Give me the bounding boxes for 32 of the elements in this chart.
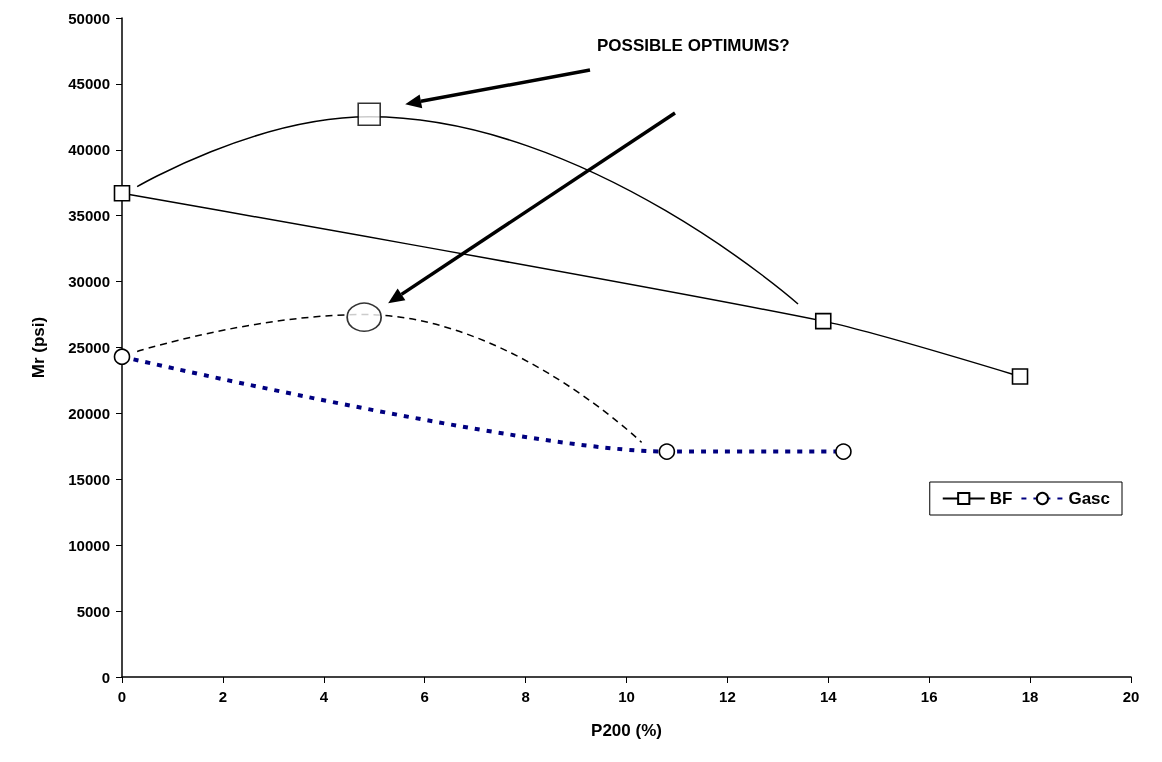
annotation: POSSIBLE OPTIMUMS? bbox=[597, 36, 790, 55]
y-axis-title: Mr (psi) bbox=[29, 316, 48, 379]
x-tick-label: 16 bbox=[920, 688, 938, 705]
legend-label: BF bbox=[989, 489, 1013, 508]
x-tick-label: 8 bbox=[521, 688, 530, 705]
point bbox=[113, 184, 131, 202]
x-tick-label: 6 bbox=[420, 688, 429, 705]
point bbox=[814, 312, 832, 330]
y-tick-label: 20000 bbox=[68, 404, 110, 422]
y-tick-label: 45000 bbox=[68, 75, 110, 93]
x-tick-label: 4 bbox=[319, 688, 329, 705]
y-tick-label: 10000 bbox=[68, 536, 110, 554]
point bbox=[1011, 368, 1029, 385]
x-tick-label: 10 bbox=[618, 688, 635, 705]
y-tick-label: 30000 bbox=[68, 273, 110, 291]
x-tick-label: 20 bbox=[1122, 688, 1140, 705]
x-axis-title: P200 (%) bbox=[591, 721, 662, 740]
y-tick-label: 40000 bbox=[68, 141, 110, 159]
y-tick-label: 50000 bbox=[68, 9, 110, 27]
legend-label: Gasc bbox=[1068, 489, 1111, 508]
point bbox=[346, 302, 382, 332]
x-tick-label: 0 bbox=[117, 688, 127, 705]
y-tick-label: 0 bbox=[101, 668, 110, 686]
y-tick-label: 5000 bbox=[76, 602, 110, 620]
x-tick-label: 18 bbox=[1021, 688, 1039, 705]
x-tick-label: 2 bbox=[218, 688, 228, 705]
y-tick-label: 35000 bbox=[68, 207, 110, 225]
y-tick-label: 15000 bbox=[68, 470, 110, 488]
y-tick-label: 25000 bbox=[68, 339, 110, 356]
point bbox=[357, 102, 381, 127]
x-tick-label: 12 bbox=[719, 688, 736, 705]
x-tick-label: 14 bbox=[819, 688, 838, 705]
